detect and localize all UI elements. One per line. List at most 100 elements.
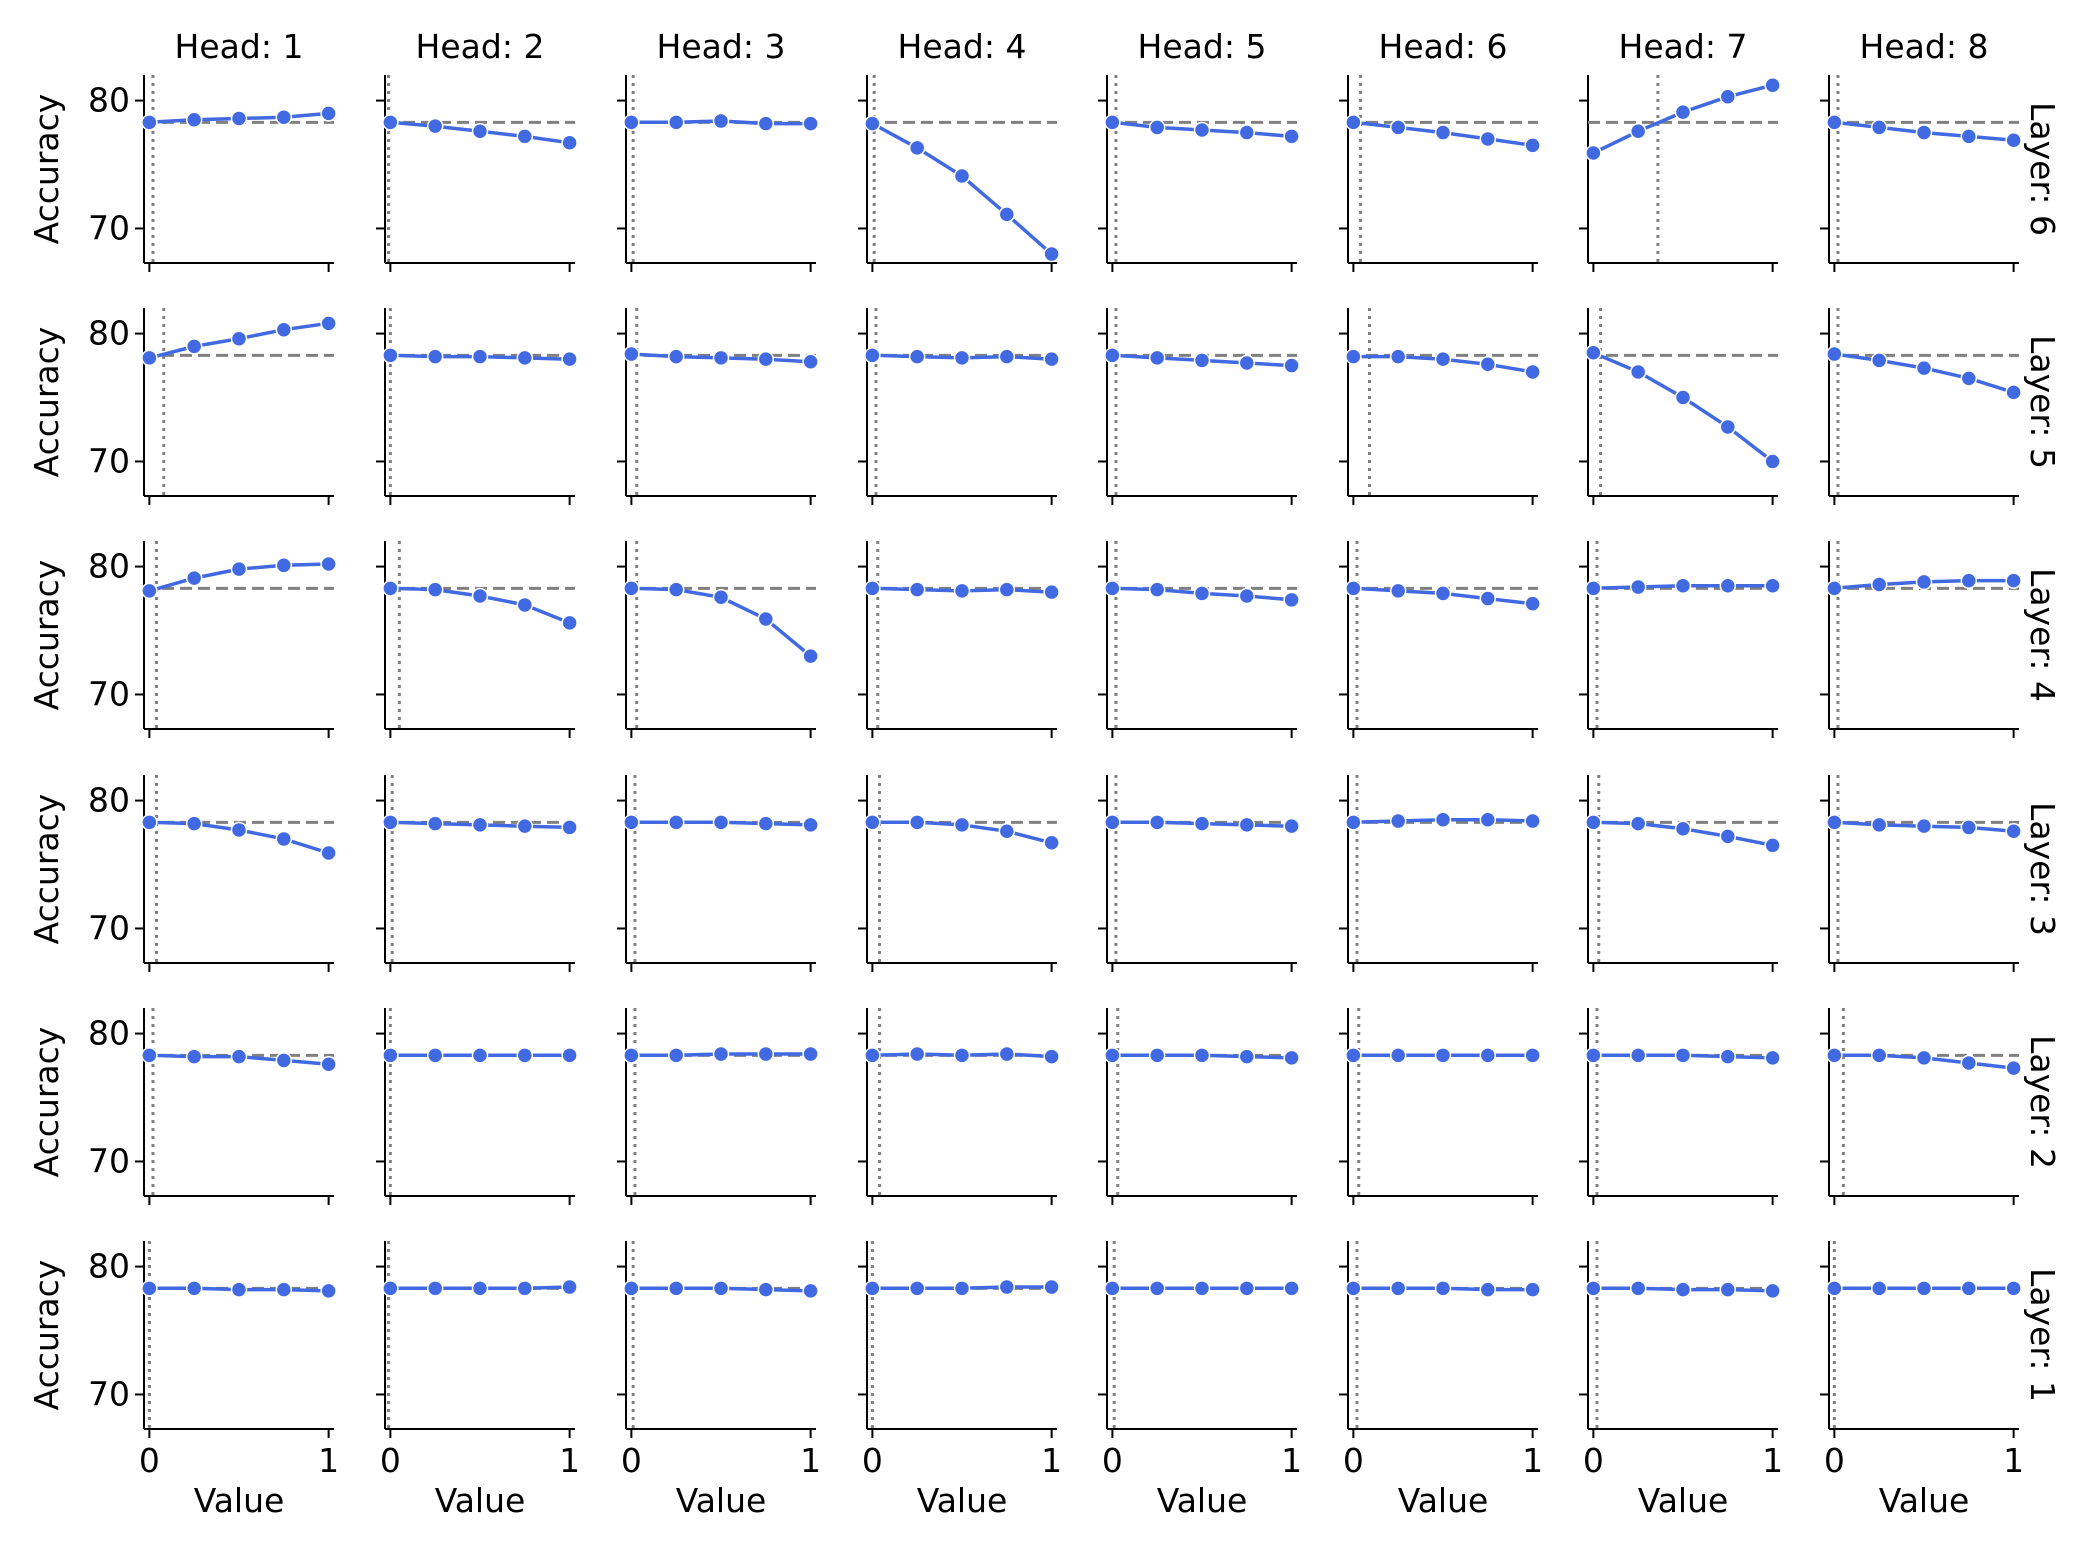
column-title: Head: 7 bbox=[1619, 27, 1748, 66]
data-point bbox=[712, 112, 730, 130]
x-tick-label: 1 bbox=[559, 1441, 580, 1480]
data-point bbox=[1479, 590, 1497, 607]
panel-layer-5-head-6 bbox=[1339, 308, 1541, 505]
data-point bbox=[1719, 88, 1737, 105]
data-point bbox=[516, 1047, 534, 1064]
data-point bbox=[382, 114, 399, 131]
data-point bbox=[953, 167, 971, 185]
x-tick-label: 0 bbox=[621, 1441, 642, 1480]
panel-layer-2-head-7 bbox=[1579, 1008, 1781, 1205]
panel-layer-1-head-2: 0 1 Value bbox=[376, 1241, 580, 1520]
panel-layer-6-head-3: Head: 3 bbox=[617, 27, 819, 272]
data-point bbox=[1148, 349, 1166, 367]
data-point bbox=[1104, 580, 1121, 597]
panel-layer-1-head-6: 0 1 Value bbox=[1339, 1241, 1543, 1520]
panel-layer-3-head-7 bbox=[1579, 775, 1781, 972]
x-tick-label: 1 bbox=[318, 1441, 339, 1480]
data-point bbox=[757, 1281, 775, 1298]
data-point bbox=[1629, 815, 1647, 832]
data-point bbox=[623, 1047, 640, 1064]
data-point bbox=[712, 589, 730, 606]
data-point bbox=[1345, 580, 1362, 597]
data-point bbox=[1043, 245, 1060, 263]
row-title: Layer: 1 bbox=[2023, 1268, 2062, 1402]
data-point bbox=[1104, 114, 1121, 131]
data-point bbox=[757, 115, 775, 132]
data-point bbox=[561, 819, 578, 836]
data-point bbox=[1826, 345, 1843, 363]
data-point bbox=[426, 815, 444, 832]
data-point bbox=[561, 350, 578, 368]
panel-layer-5-head-4 bbox=[858, 308, 1060, 505]
data-point bbox=[141, 814, 158, 831]
data-point bbox=[141, 1047, 158, 1064]
data-point bbox=[1043, 1278, 1060, 1296]
data-point bbox=[230, 1281, 248, 1298]
data-point bbox=[426, 348, 444, 365]
data-point bbox=[667, 1280, 685, 1297]
data-point bbox=[802, 115, 819, 132]
panel-layer-3-head-3 bbox=[617, 775, 819, 972]
data-point bbox=[712, 814, 730, 831]
data-point bbox=[1915, 1049, 1933, 1067]
data-point bbox=[1043, 350, 1060, 368]
data-point bbox=[1915, 359, 1933, 377]
data-point bbox=[1283, 1280, 1300, 1297]
data-point bbox=[1524, 1281, 1541, 1298]
panel-layer-2-head-5 bbox=[1098, 1008, 1300, 1205]
data-point bbox=[426, 117, 444, 135]
data-point bbox=[1389, 119, 1407, 136]
data-point bbox=[516, 128, 534, 145]
y-tick-label: 80 bbox=[88, 314, 130, 353]
data-point bbox=[864, 1047, 881, 1064]
data-point bbox=[757, 1045, 775, 1063]
y-tick-label: 70 bbox=[88, 908, 130, 947]
data-point bbox=[757, 350, 775, 368]
data-point bbox=[1524, 137, 1541, 154]
data-point bbox=[1283, 128, 1300, 145]
data-point bbox=[185, 1280, 203, 1297]
data-point bbox=[2005, 823, 2022, 840]
data-point bbox=[1283, 591, 1300, 609]
data-point bbox=[1719, 828, 1737, 845]
y-tick-label: 70 bbox=[88, 441, 130, 480]
data-point bbox=[1826, 114, 1843, 131]
data-point bbox=[908, 139, 926, 157]
data-point bbox=[320, 555, 337, 573]
data-point bbox=[1915, 573, 1933, 591]
data-point bbox=[516, 1280, 534, 1297]
panel-layer-6-head-4: Head: 4 bbox=[858, 27, 1060, 272]
panel-layer-6-head-1: 70 80 Head: 1 Accuracy bbox=[27, 27, 337, 272]
panel-layer-2-head-4 bbox=[858, 1008, 1060, 1205]
data-point bbox=[712, 349, 730, 367]
data-point bbox=[1283, 357, 1300, 374]
data-point bbox=[623, 580, 640, 597]
data-point bbox=[185, 338, 203, 355]
column-title: Head: 8 bbox=[1860, 27, 1989, 66]
data-point bbox=[1764, 1282, 1781, 1300]
data-point bbox=[864, 1280, 881, 1297]
data-point bbox=[1238, 1280, 1256, 1297]
data-point bbox=[1434, 1280, 1452, 1297]
data-point bbox=[1148, 1280, 1166, 1297]
data-point bbox=[1629, 123, 1647, 140]
x-tick-label: 0 bbox=[1102, 1441, 1123, 1480]
data-point bbox=[1148, 119, 1166, 136]
data-point bbox=[1915, 124, 1933, 141]
data-point bbox=[141, 1280, 158, 1297]
data-point bbox=[998, 1045, 1016, 1063]
x-tick-label: 1 bbox=[1041, 1441, 1062, 1480]
panel-layer-5-head-7 bbox=[1579, 308, 1781, 505]
data-point bbox=[802, 816, 819, 834]
data-point bbox=[471, 587, 489, 605]
y-axis-label: Accuracy bbox=[27, 1260, 66, 1411]
data-point bbox=[141, 114, 158, 131]
y-tick-label: 80 bbox=[88, 547, 130, 586]
data-point bbox=[1104, 347, 1121, 364]
data-point bbox=[1524, 595, 1541, 612]
panel-layer-4-head-5 bbox=[1098, 541, 1300, 738]
data-point bbox=[953, 1047, 971, 1064]
column-title: Head: 2 bbox=[416, 27, 545, 66]
data-point bbox=[185, 815, 203, 832]
data-point bbox=[1764, 76, 1781, 94]
